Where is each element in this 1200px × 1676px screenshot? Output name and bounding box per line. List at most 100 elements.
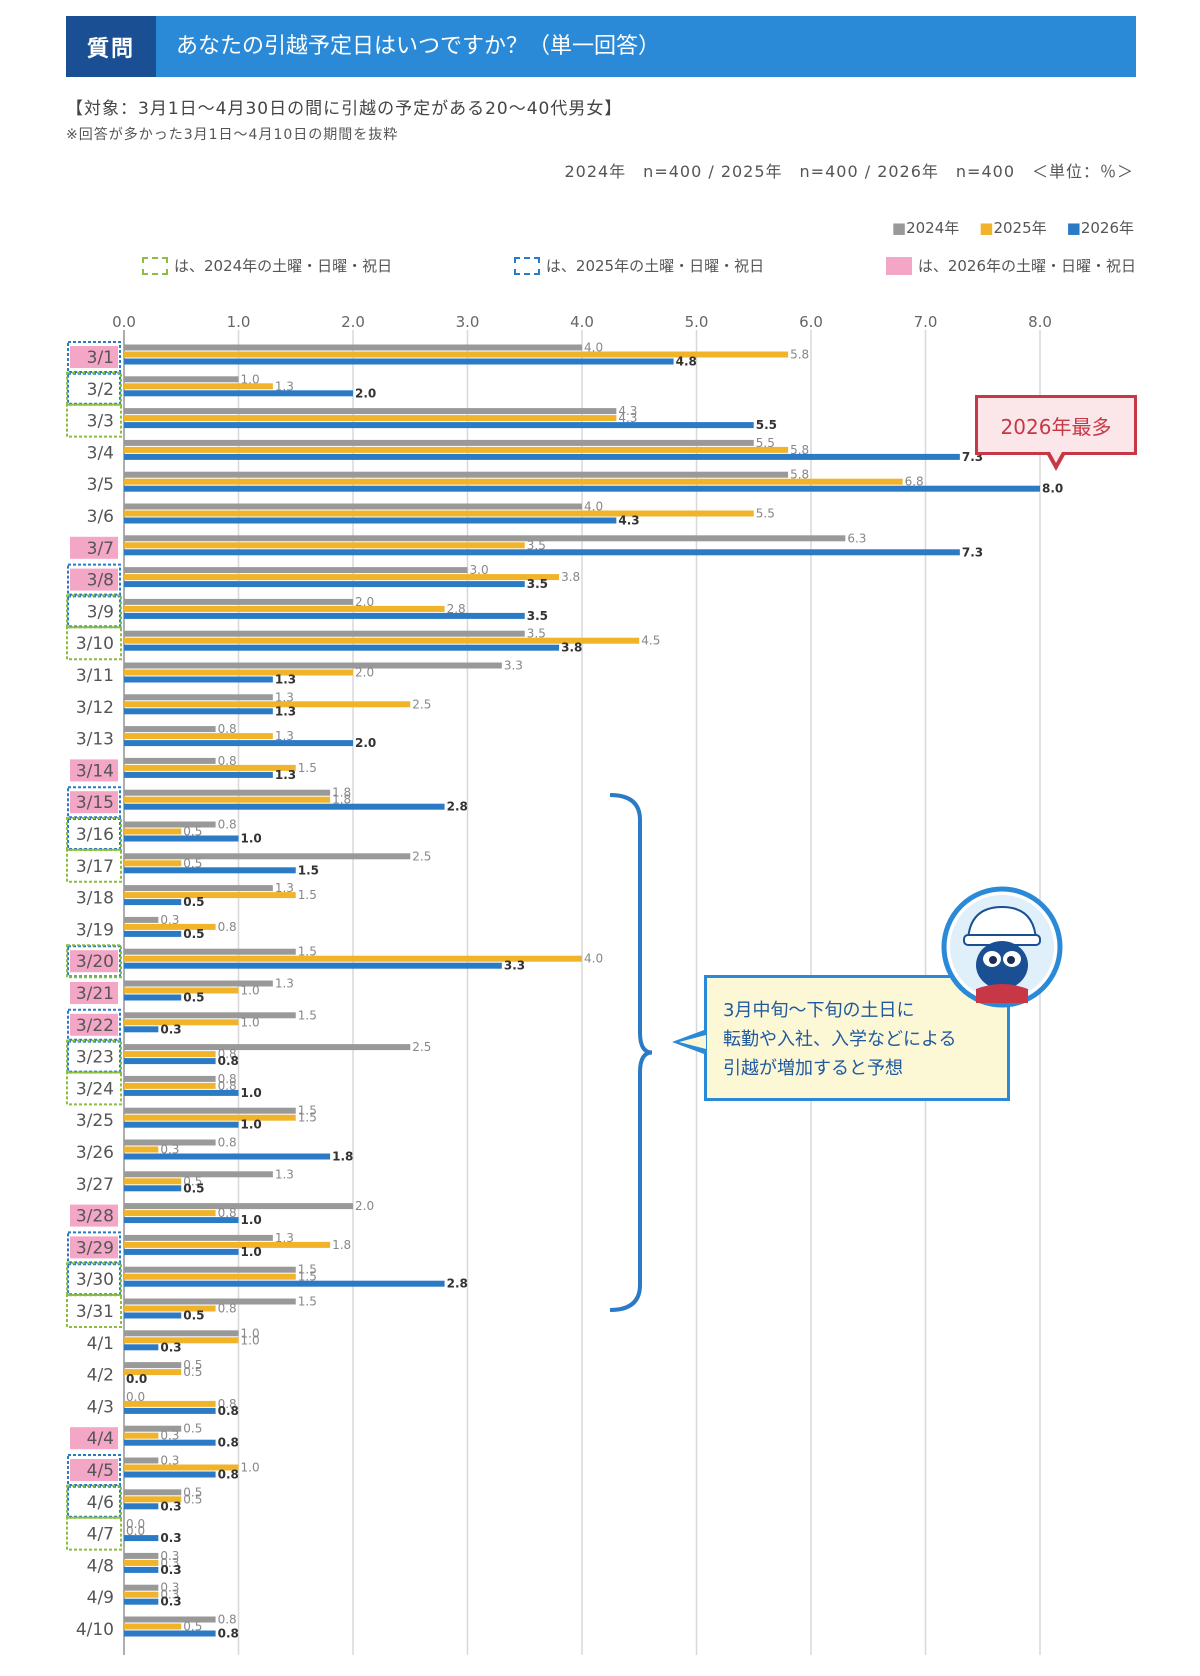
bar-2024年 — [124, 1171, 273, 1178]
mascot-icon — [941, 886, 1063, 1008]
data-label: 0.5 — [183, 1485, 202, 1499]
bar-2025年 — [124, 955, 582, 962]
data-label: 6.3 — [847, 531, 866, 545]
bar-2024年 — [124, 598, 353, 605]
data-label: 0.8 — [218, 1613, 237, 1627]
bar-2026年 — [124, 1248, 239, 1255]
data-label: 4.0 — [584, 952, 603, 966]
bar-2024年 — [124, 1139, 216, 1146]
question-header: 質問 あなたの引越予定日はいつですか？（単一回答） — [66, 16, 1136, 77]
category-label: 3/30 — [76, 1270, 114, 1290]
max-badge: 2026年最多 — [975, 395, 1137, 455]
category-label: 3/8 — [87, 571, 114, 591]
data-label: 1.5 — [298, 1263, 317, 1277]
data-label: 3.8 — [561, 641, 582, 655]
bar-2025年 — [124, 860, 182, 867]
data-label: 0.8 — [218, 1436, 239, 1450]
bar-2025年 — [124, 764, 296, 771]
bar-2025年 — [124, 1114, 296, 1121]
bar-2024年 — [124, 662, 502, 669]
data-label: 1.5 — [298, 1104, 317, 1118]
bar-2024年 — [124, 1298, 296, 1305]
data-label: 1.5 — [298, 1008, 317, 1022]
bar-2025年 — [124, 605, 445, 612]
bar-2025年 — [124, 1559, 159, 1566]
bar-2026年 — [124, 899, 182, 906]
bar-2024年 — [124, 853, 411, 860]
category-label: 4/3 — [87, 1397, 114, 1417]
data-label: 2.5 — [412, 849, 431, 863]
callout-pointer-inner — [679, 1035, 706, 1049]
bar-2025年 — [124, 669, 353, 676]
bar-2024年 — [124, 567, 468, 574]
category-label: 3/1 — [87, 348, 114, 368]
data-label: 0.8 — [218, 1627, 239, 1641]
question-tag: 質問 — [66, 16, 156, 77]
data-label: 1.8 — [332, 1150, 353, 1164]
bar-2025年 — [124, 574, 560, 581]
bar-2026年 — [124, 1598, 159, 1605]
data-label: 3.3 — [504, 659, 523, 673]
data-label: 1.5 — [298, 761, 317, 775]
x-tick-label: 6.0 — [799, 313, 823, 331]
bar-2026年 — [124, 1503, 159, 1510]
category-label: 4/9 — [87, 1588, 114, 1608]
data-label: 4.0 — [584, 341, 603, 355]
data-label: 0.8 — [218, 1397, 237, 1411]
data-label: 1.0 — [241, 1015, 260, 1029]
category-label: 3/10 — [76, 634, 114, 654]
data-label: 0.3 — [160, 1340, 181, 1354]
holiday-2025-box — [67, 1008, 121, 1041]
data-label: 3.5 — [527, 538, 546, 552]
category-label: 4/5 — [87, 1461, 114, 1481]
bar-2026年 — [124, 581, 525, 588]
data-label: 1.5 — [298, 945, 317, 959]
data-label: 1.3 — [275, 881, 294, 895]
holiday-2024-box — [66, 1071, 122, 1106]
bar-2024年 — [124, 1552, 159, 1559]
bar-2025年 — [124, 478, 903, 485]
holiday-2024-box — [66, 626, 122, 661]
category-label: 3/19 — [76, 920, 114, 940]
bar-2025年 — [124, 383, 273, 390]
bar-2024年 — [124, 1457, 159, 1464]
bar-2025年 — [124, 1051, 216, 1058]
category-label: 4/1 — [87, 1334, 114, 1354]
data-label: 0.8 — [218, 818, 237, 832]
holiday-2024-box — [66, 1294, 122, 1328]
legend-2025: ■2025年 — [979, 219, 1047, 237]
bar-2024年 — [124, 726, 216, 733]
data-label: 1.3 — [275, 729, 294, 743]
data-label: 0.3 — [160, 913, 179, 927]
holiday-2024-box — [66, 1516, 122, 1551]
data-label: 0.8 — [218, 1302, 237, 1316]
question-text: あなたの引越予定日はいつですか？（単一回答） — [176, 34, 661, 59]
data-label: 0.5 — [183, 1422, 202, 1436]
category-label: 4/6 — [87, 1493, 114, 1513]
data-label: 2.0 — [355, 595, 374, 609]
data-label: 0.8 — [218, 1136, 237, 1150]
bar-2026年 — [124, 612, 525, 619]
bar-2026年 — [124, 740, 353, 747]
category-label: 3/5 — [87, 475, 114, 495]
holiday-2026-highlight — [70, 1204, 118, 1227]
bar-2026年 — [124, 1471, 216, 1478]
data-label: 0.3 — [160, 1429, 179, 1443]
data-label: 3.5 — [527, 627, 546, 641]
bar-2024年 — [124, 1266, 296, 1273]
bar-2026年 — [124, 1121, 239, 1128]
bar-2024年 — [124, 1044, 411, 1051]
callout-box: 3月中旬〜下旬の土日に 転勤や入社、入学などによる 引越が増加すると予想 — [704, 975, 1010, 1101]
bar-2026年 — [124, 835, 239, 842]
bar-2025年 — [124, 701, 411, 708]
category-label: 3/6 — [87, 507, 114, 527]
bar-2025年 — [124, 1400, 216, 1407]
bar-2026年 — [124, 1407, 216, 1414]
data-label: 0.0 — [126, 1372, 147, 1386]
bar-2026年 — [124, 1185, 182, 1192]
survey-note: ※回答が多かった3月1日〜4月10日の期間を抜粋 — [66, 127, 399, 143]
category-label: 4/7 — [87, 1525, 114, 1545]
data-label: 0.8 — [218, 722, 237, 736]
data-label: 0.5 — [183, 991, 204, 1005]
